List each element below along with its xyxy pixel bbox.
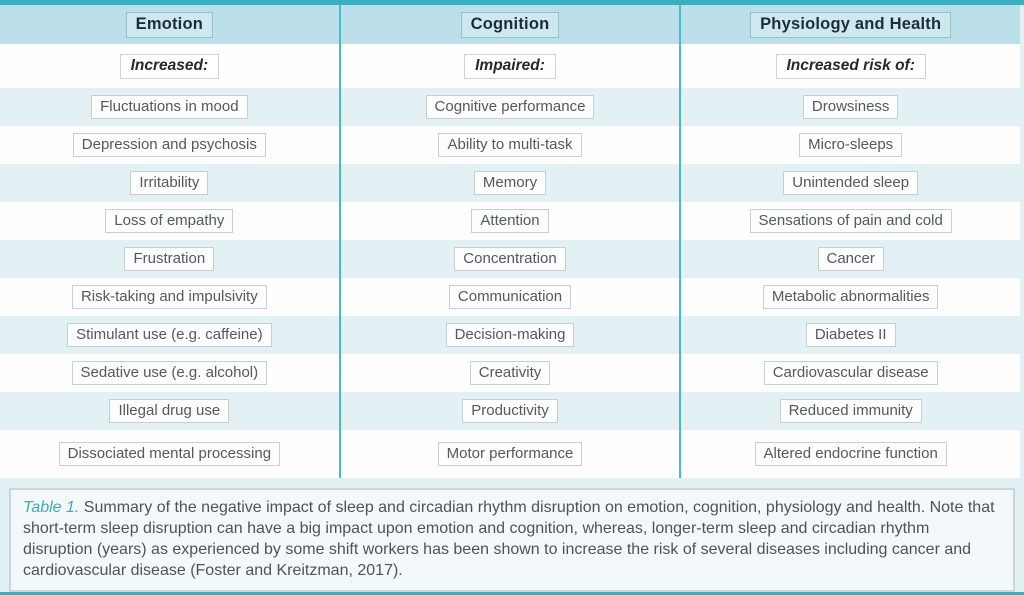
cell-label: Memory (473, 171, 547, 195)
table-cell: Unintended sleep (681, 164, 1020, 202)
table-cell: Ability to multi-task (341, 126, 682, 164)
cell-label: Diabetes II (805, 323, 896, 347)
table-row: Risk-taking and impulsivity Communicatio… (0, 278, 1020, 316)
caption-area: Table 1. Summary of the negative impact … (0, 478, 1024, 592)
table-row: Fluctuations in mood Cognitive performan… (0, 88, 1020, 126)
cell-label: Concentration (454, 247, 566, 271)
cell-label: Attention (471, 209, 549, 233)
cell-label: Increased risk of: (775, 53, 926, 79)
table-cell: Physiology and Health (681, 5, 1020, 44)
table-cell: Loss of empathy (0, 202, 341, 240)
cell-label: Decision-making (445, 323, 575, 347)
table-cell: Irritability (0, 164, 341, 202)
table-cell: Cognitive performance (341, 88, 682, 126)
table-cell: Metabolic abnormalities (681, 278, 1020, 316)
table-row: Depression and psychosis Ability to mult… (0, 126, 1020, 164)
table-cell: Diabetes II (681, 316, 1020, 354)
table-cell: Increased risk of: (681, 44, 1020, 88)
cell-label: Impaired: (464, 53, 556, 79)
table-cell: Micro-sleeps (681, 126, 1020, 164)
table-cell: Communication (341, 278, 682, 316)
table-cell: Productivity (341, 392, 682, 430)
cell-label: Communication (448, 285, 572, 309)
table-cell: Cancer (681, 240, 1020, 278)
caption-label: Table 1. (23, 499, 80, 516)
cell-label: Frustration (124, 247, 215, 271)
cell-label: Cognitive performance (425, 95, 595, 119)
cell-label: Loss of empathy (105, 209, 234, 233)
cell-label: Motor performance (437, 442, 583, 466)
table-row: Frustration Concentration Cancer (0, 240, 1020, 278)
table-cell: Risk-taking and impulsivity (0, 278, 341, 316)
cell-label: Dissociated mental processing (58, 442, 281, 466)
cell-label: Cancer (817, 247, 884, 271)
table-cell: Increased: (0, 44, 341, 88)
table-row: Illegal drug use Productivity Reduced im… (0, 392, 1020, 430)
table-cell: Motor performance (341, 430, 682, 478)
table-subheader-row: Increased: Impaired: Increased risk of: (0, 44, 1020, 88)
table-row: Stimulant use (e.g. caffeine) Decision-m… (0, 316, 1020, 354)
table-cell: Dissociated mental processing (0, 430, 341, 478)
table-cell: Cognition (341, 5, 682, 44)
table-row: Loss of empathy Attention Sensations of … (0, 202, 1020, 240)
table-cell: Fluctuations in mood (0, 88, 341, 126)
table-cell: Altered endocrine function (681, 430, 1020, 478)
table-row: Sedative use (e.g. alcohol) Creativity C… (0, 354, 1020, 392)
table-cell: Depression and psychosis (0, 126, 341, 164)
column-header-emotion: Emotion (125, 11, 214, 38)
table-cell: Cardiovascular disease (681, 354, 1020, 392)
table-cell: Impaired: (341, 44, 682, 88)
cell-label: Creativity (469, 361, 551, 385)
table-header-row: Emotion Cognition Physiology and Health (0, 5, 1020, 44)
table-row: Irritability Memory Unintended sleep (0, 164, 1020, 202)
summary-table: Emotion Cognition Physiology and Health … (0, 5, 1024, 478)
cell-label: Unintended sleep (783, 171, 919, 195)
cell-label: Stimulant use (e.g. caffeine) (67, 323, 272, 347)
cell-label: Ability to multi-task (438, 133, 582, 157)
table-cell: Frustration (0, 240, 341, 278)
caption-text: Summary of the negative impact of sleep … (23, 499, 995, 580)
table-cell: Decision-making (341, 316, 682, 354)
table-cell: Attention (341, 202, 682, 240)
table-cell: Illegal drug use (0, 392, 341, 430)
table-cell: Memory (341, 164, 682, 202)
table-cell: Stimulant use (e.g. caffeine) (0, 316, 341, 354)
cell-label: Fluctuations in mood (91, 95, 248, 119)
cell-label: Risk-taking and impulsivity (71, 285, 267, 309)
cell-label: Metabolic abnormalities (762, 285, 939, 309)
cell-label: Altered endocrine function (754, 442, 947, 466)
column-header-physiology: Physiology and Health (750, 11, 952, 38)
cell-label: Depression and psychosis (72, 133, 266, 157)
cell-label: Increased: (119, 53, 220, 79)
table-cell: Reduced immunity (681, 392, 1020, 430)
table-cell: Drowsiness (681, 88, 1020, 126)
cell-label: Reduced immunity (779, 399, 922, 423)
table-caption: Table 1. Summary of the negative impact … (9, 488, 1015, 592)
cell-label: Sedative use (e.g. alcohol) (71, 361, 268, 385)
table-cell: Concentration (341, 240, 682, 278)
cell-label: Sensations of pain and cold (749, 209, 952, 233)
cell-label: Micro-sleeps (799, 133, 903, 157)
column-header-cognition: Cognition (460, 11, 560, 38)
cell-label: Drowsiness (802, 95, 899, 119)
table-row: Dissociated mental processing Motor perf… (0, 430, 1020, 478)
table-cell: Creativity (341, 354, 682, 392)
table-cell: Emotion (0, 5, 341, 44)
cell-label: Illegal drug use (109, 399, 230, 423)
cell-label: Irritability (130, 171, 209, 195)
cell-label: Productivity (462, 399, 558, 423)
cell-label: Cardiovascular disease (763, 361, 938, 385)
table-cell: Sensations of pain and cold (681, 202, 1020, 240)
table-cell: Sedative use (e.g. alcohol) (0, 354, 341, 392)
